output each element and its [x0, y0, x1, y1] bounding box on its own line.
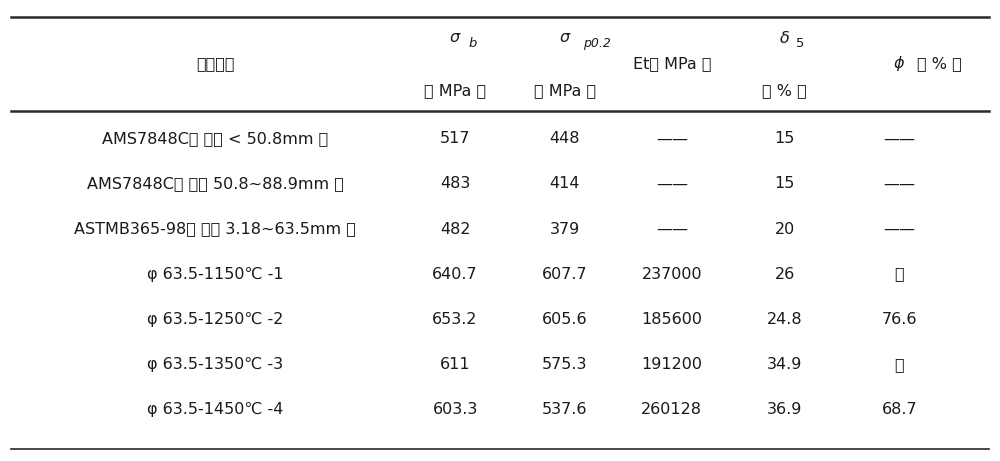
Text: ——: —— [656, 131, 688, 147]
Text: 414: 414 [550, 177, 580, 191]
Text: 20: 20 [774, 222, 795, 236]
Text: ——: —— [656, 222, 688, 236]
Text: 36.9: 36.9 [767, 402, 802, 417]
Text: ——: —— [883, 131, 915, 147]
Text: 603.3: 603.3 [432, 402, 478, 417]
Text: 试样编号: 试样编号 [196, 56, 235, 71]
Text: p0.2: p0.2 [583, 36, 611, 49]
Text: 607.7: 607.7 [542, 266, 588, 282]
Text: 537.6: 537.6 [542, 402, 588, 417]
Text: 34.9: 34.9 [767, 357, 802, 372]
Text: 575.3: 575.3 [542, 357, 588, 372]
Text: ——: —— [883, 222, 915, 236]
Text: 无: 无 [895, 266, 904, 282]
Text: φ 63.5-1350℃ -3: φ 63.5-1350℃ -3 [147, 357, 283, 372]
Text: $\delta$: $\delta$ [779, 30, 790, 46]
Text: （ MPa ）: （ MPa ） [424, 83, 486, 98]
Text: 26: 26 [774, 266, 795, 282]
Text: 448: 448 [550, 131, 580, 147]
Text: 191200: 191200 [641, 357, 702, 372]
Text: $\phi$: $\phi$ [893, 54, 905, 73]
Text: 68.7: 68.7 [882, 402, 917, 417]
Text: 24.8: 24.8 [767, 312, 802, 326]
Text: φ 63.5-1150℃ -1: φ 63.5-1150℃ -1 [147, 266, 284, 282]
Text: ASTMB365-98（ 直径 3.18~63.5mm ）: ASTMB365-98（ 直径 3.18~63.5mm ） [74, 222, 356, 236]
Text: φ 63.5-1450℃ -4: φ 63.5-1450℃ -4 [147, 402, 284, 417]
Text: （ % ）: （ % ） [917, 56, 962, 71]
Text: 379: 379 [550, 222, 580, 236]
Text: （ % ）: （ % ） [762, 83, 807, 98]
Text: 483: 483 [440, 177, 470, 191]
Text: 517: 517 [440, 131, 470, 147]
Text: b: b [469, 36, 477, 49]
Text: $\sigma$: $\sigma$ [559, 30, 571, 45]
Text: 482: 482 [440, 222, 470, 236]
Text: 611: 611 [440, 357, 470, 372]
Text: $\sigma$: $\sigma$ [449, 30, 461, 45]
Text: ——: —— [656, 177, 688, 191]
Text: 5: 5 [796, 36, 805, 49]
Text: 15: 15 [774, 131, 795, 147]
Text: 无: 无 [895, 357, 904, 372]
Text: Et（ MPa ）: Et（ MPa ） [633, 56, 711, 71]
Text: AMS7848C（ 直径 50.8~88.9mm ）: AMS7848C（ 直径 50.8~88.9mm ） [87, 177, 344, 191]
Text: 260128: 260128 [641, 402, 702, 417]
Text: 605.6: 605.6 [542, 312, 588, 326]
Text: 237000: 237000 [641, 266, 702, 282]
Text: AMS7848C（ 直径 < 50.8mm ）: AMS7848C（ 直径 < 50.8mm ） [102, 131, 329, 147]
Text: 653.2: 653.2 [432, 312, 478, 326]
Text: ——: —— [883, 177, 915, 191]
Text: 640.7: 640.7 [432, 266, 478, 282]
Text: 76.6: 76.6 [882, 312, 917, 326]
Text: （ MPa ）: （ MPa ） [534, 83, 596, 98]
Text: 185600: 185600 [641, 312, 702, 326]
Text: 15: 15 [774, 177, 795, 191]
Text: φ 63.5-1250℃ -2: φ 63.5-1250℃ -2 [147, 312, 284, 326]
